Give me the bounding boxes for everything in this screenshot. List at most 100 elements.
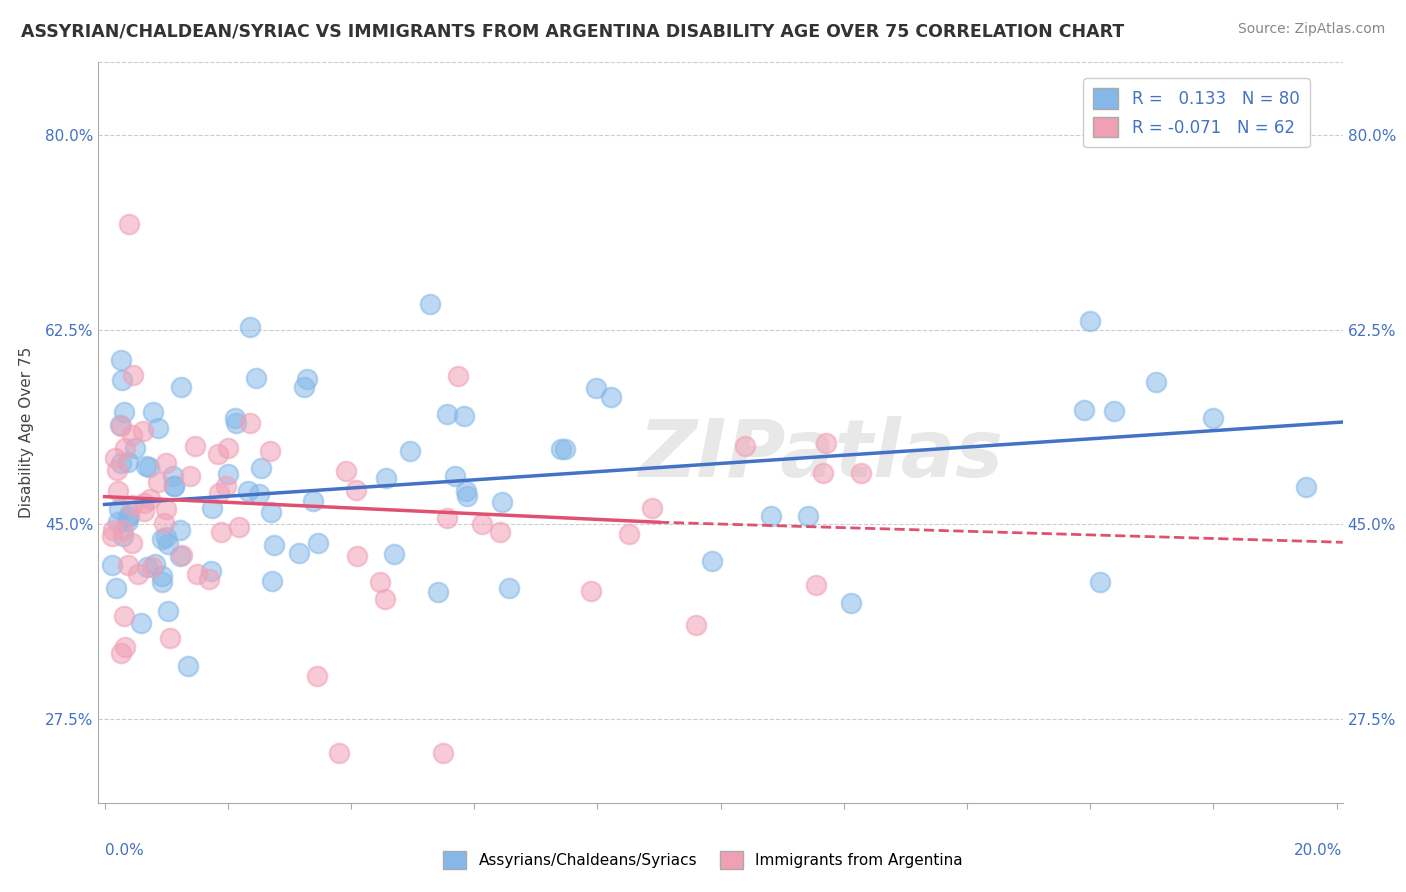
Text: Source: ZipAtlas.com: Source: ZipAtlas.com (1237, 22, 1385, 37)
Point (550, 442, 572, 457)
Point (307, 669, 329, 683)
Text: ASSYRIAN/CHALDEAN/SYRIAC VS IMMIGRANTS FROM ARGENTINA DISABILITY AGE OVER 75 COR: ASSYRIAN/CHALDEAN/SYRIAC VS IMMIGRANTS F… (21, 22, 1125, 40)
Point (121, 498, 143, 512)
Point (172, 548, 194, 562)
Point (259, 443, 281, 458)
Point (155, 530, 177, 544)
Point (307, 536, 329, 550)
Point (127, 566, 149, 581)
Point (491, 495, 513, 509)
Point (198, 572, 221, 586)
Point (186, 566, 208, 581)
Point (135, 458, 157, 473)
Point (170, 380, 193, 394)
Point (250, 460, 273, 475)
Point (260, 505, 283, 519)
Point (118, 217, 141, 231)
Point (813, 466, 835, 480)
Point (114, 441, 136, 455)
Point (1102, 403, 1125, 417)
Point (247, 486, 270, 500)
Point (217, 467, 239, 482)
Point (150, 575, 173, 590)
Point (157, 536, 180, 550)
Point (207, 447, 229, 461)
Point (814, 435, 837, 450)
Point (105, 463, 128, 477)
Point (118, 508, 141, 522)
Point (228, 520, 250, 534)
Point (155, 456, 177, 470)
Point (112, 405, 135, 419)
Text: 20.0%: 20.0% (1295, 843, 1343, 858)
Point (453, 409, 475, 424)
Point (177, 659, 200, 673)
Point (346, 549, 368, 563)
Point (471, 517, 494, 532)
Point (1078, 314, 1101, 328)
Point (1088, 574, 1111, 589)
Point (382, 547, 405, 561)
Point (436, 407, 458, 421)
Point (153, 516, 176, 530)
Point (162, 469, 184, 483)
Point (179, 469, 201, 483)
Point (759, 508, 782, 523)
Point (239, 416, 262, 430)
Point (111, 529, 134, 543)
Point (150, 569, 173, 583)
Point (432, 746, 454, 760)
Point (110, 373, 132, 387)
Point (426, 585, 449, 599)
Legend: Assyrians/Chaldeans/Syriacs, Immigrants from Argentina: Assyrians/Chaldeans/Syriacs, Immigrants … (437, 845, 969, 875)
Point (121, 428, 143, 442)
Point (155, 501, 177, 516)
Point (150, 532, 173, 546)
Point (1202, 410, 1225, 425)
Point (554, 442, 576, 456)
Point (489, 524, 512, 539)
Point (685, 617, 707, 632)
Text: ZIPatlas: ZIPatlas (637, 416, 1002, 494)
Point (804, 578, 827, 592)
Point (498, 581, 520, 595)
Point (302, 494, 325, 508)
Point (225, 416, 247, 430)
Point (436, 511, 458, 525)
Point (797, 509, 820, 524)
Point (184, 439, 207, 453)
Point (111, 524, 134, 538)
Text: 0.0%: 0.0% (105, 843, 145, 858)
Point (1073, 402, 1095, 417)
Point (370, 575, 392, 590)
Point (163, 479, 186, 493)
Point (619, 526, 641, 541)
Point (200, 564, 222, 578)
Point (374, 470, 396, 484)
Point (124, 441, 146, 455)
Point (201, 500, 224, 515)
Point (217, 441, 239, 455)
Point (262, 574, 284, 589)
Point (101, 528, 124, 542)
Point (849, 467, 872, 481)
Point (169, 549, 191, 563)
Point (139, 492, 162, 507)
Point (700, 554, 723, 568)
Point (142, 405, 165, 419)
Point (110, 418, 132, 433)
Point (157, 604, 180, 618)
Point (112, 609, 135, 624)
Point (263, 538, 285, 552)
Point (599, 390, 621, 404)
Point (148, 475, 170, 490)
Point (132, 504, 155, 518)
Point (292, 380, 315, 394)
Point (374, 592, 396, 607)
Point (456, 489, 478, 503)
Point (444, 469, 467, 483)
Point (238, 320, 260, 334)
Point (107, 483, 129, 498)
Point (1295, 479, 1317, 493)
Point (129, 615, 152, 630)
